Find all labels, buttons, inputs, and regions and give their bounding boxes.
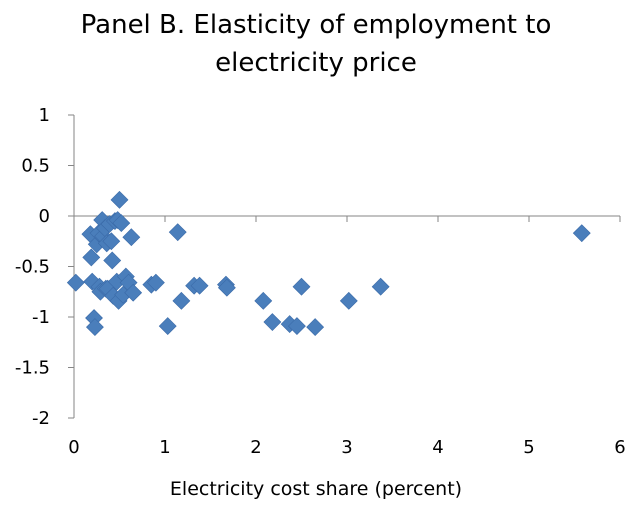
scatter-point: [110, 190, 129, 209]
scatter-point: [292, 277, 311, 296]
scatter-point: [158, 317, 177, 336]
y-tick-label: -1: [32, 307, 50, 328]
scatter-point: [66, 273, 85, 292]
x-tick-label: 2: [250, 437, 261, 458]
scatter-point: [217, 278, 236, 297]
y-tick-label: 0.5: [21, 156, 50, 177]
scatter-point: [263, 313, 282, 331]
scatter-point: [306, 318, 325, 337]
scatter-point: [102, 232, 121, 251]
x-tick-label: 3: [341, 437, 352, 458]
scatter-point: [124, 283, 143, 302]
y-tick-label: -2: [32, 408, 50, 429]
scatter-point: [86, 318, 104, 337]
x-tick-label: 4: [432, 437, 443, 458]
scatter-point: [103, 251, 122, 270]
scatter-point: [146, 273, 165, 292]
scatter-point: [254, 291, 273, 310]
scatter-point: [168, 223, 187, 242]
x-tick-label: 6: [614, 437, 625, 458]
x-tick-label: 0: [68, 437, 79, 458]
scatter-point: [371, 277, 390, 296]
scatter-point: [172, 291, 191, 310]
x-tick-label: 5: [523, 437, 534, 458]
chart-title-line-1: Panel B. Elasticity of employment to: [80, 10, 552, 40]
y-tick-label: -1.5: [15, 358, 50, 379]
scatter-point: [288, 317, 306, 336]
scatter-point: [112, 214, 131, 232]
y-tick-label: 1: [39, 105, 50, 126]
x-tick-label: 1: [159, 437, 170, 458]
chart-title-line-2: electricity price: [215, 48, 417, 78]
scatter-point: [82, 248, 101, 267]
y-tick-label: -0.5: [15, 257, 50, 278]
scatter-point: [190, 276, 209, 295]
x-axis-title: Electricity cost share (percent): [169, 478, 463, 500]
scatter-point: [572, 224, 591, 243]
scatter-point: [339, 291, 358, 310]
scatter-point: [122, 228, 141, 247]
y-tick-label: 0: [39, 206, 50, 227]
